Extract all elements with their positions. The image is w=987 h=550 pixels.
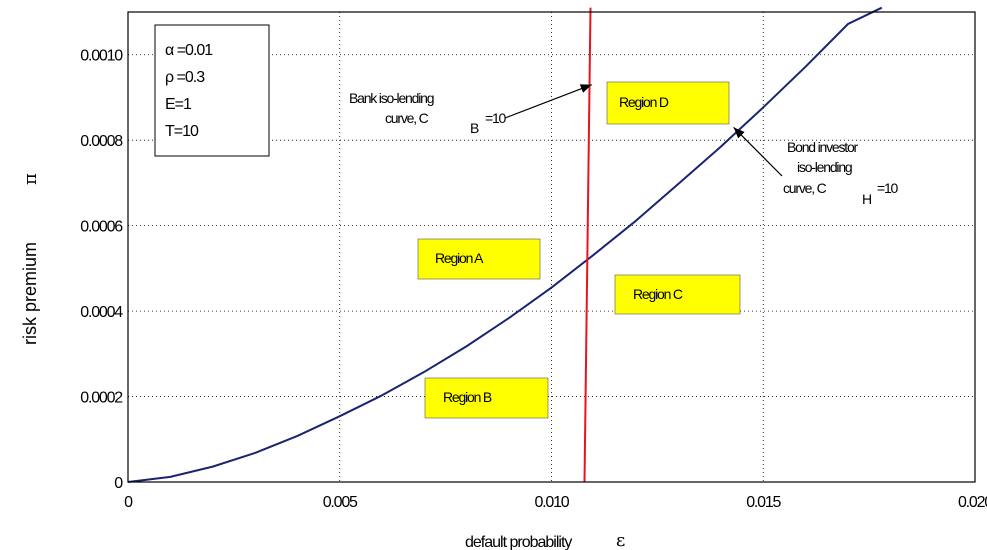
bond-annotation-line3-end: =10 bbox=[877, 180, 899, 196]
svg-text:Region B: Region B bbox=[443, 389, 492, 405]
x-axis-symbol: ε bbox=[616, 530, 625, 550]
param-alpha: α =0.01 bbox=[165, 42, 213, 59]
y-tick-labels: 0 0.0002 0.0004 0.0006 0.0008 0.0010 bbox=[80, 48, 124, 492]
bond-investor-curve bbox=[127, 6, 883, 483]
arrow-head bbox=[733, 127, 745, 139]
x-tick-label: 0.020 bbox=[958, 494, 987, 511]
x-tick-labels: 0 0.005 0.010 0.015 0.020 bbox=[124, 494, 987, 511]
x-tick-label: 0.010 bbox=[534, 494, 569, 511]
bank-annotation-subscript: B bbox=[470, 120, 479, 136]
arrow-head bbox=[579, 84, 592, 93]
x-axis-label: default probability bbox=[465, 534, 572, 550]
y-axis-label: risk premium bbox=[20, 242, 40, 345]
bond-annotation-subscript: H bbox=[862, 191, 871, 207]
plot-frame bbox=[127, 11, 976, 483]
bond-annotation-line2: iso-lending bbox=[797, 159, 852, 175]
y-tick-label: 0.0006 bbox=[80, 219, 123, 236]
x-tick-label: 0.005 bbox=[323, 494, 358, 511]
y-tick-label: 0.0004 bbox=[80, 304, 123, 321]
param-rho: ρ =0.3 bbox=[165, 69, 205, 86]
y-tick-label: 0 bbox=[114, 475, 123, 492]
x-tick-label: 0 bbox=[124, 494, 133, 511]
bond-annotation-line3: curve, C bbox=[783, 180, 827, 196]
y-tick-label: 0.0002 bbox=[80, 390, 123, 407]
region-a: Region A bbox=[417, 238, 541, 280]
svg-text:Region C: Region C bbox=[633, 286, 683, 302]
bank-annotation-line1: Bank iso-lending bbox=[349, 90, 434, 106]
x-tick-label: 0.015 bbox=[746, 494, 781, 511]
bank-annotation-line2-end: =10 bbox=[485, 110, 507, 126]
bank-annotation-arrow bbox=[504, 84, 592, 119]
param-t: T=10 bbox=[165, 123, 199, 140]
y-tick-label: 0.0008 bbox=[80, 133, 123, 150]
y-tick-label: 0.0010 bbox=[80, 48, 123, 65]
svg-text:Region A: Region A bbox=[435, 250, 484, 266]
svg-text:Region D: Region D bbox=[619, 94, 669, 110]
y-axis-symbol: π bbox=[20, 173, 41, 185]
bond-annotation-line1: Bond investor bbox=[787, 139, 859, 155]
series-lines bbox=[127, 6, 883, 483]
bond-annotation-arrow bbox=[733, 126, 783, 177]
bank-annotation: Bank iso-lending curve, C B =10 bbox=[349, 84, 592, 136]
bank-curve bbox=[583, 7, 592, 483]
region-d: Region D bbox=[606, 81, 730, 125]
bond-annotation: Bond investor iso-lending curve, C H =10 bbox=[733, 126, 900, 207]
region-b: Region B bbox=[424, 377, 549, 419]
parameter-box: α =0.01 ρ =0.3 E=1 T=10 bbox=[154, 24, 270, 157]
region-c: Region C bbox=[614, 274, 741, 315]
bank-annotation-line2: curve, C bbox=[385, 110, 429, 126]
param-e: E=1 bbox=[165, 96, 192, 113]
